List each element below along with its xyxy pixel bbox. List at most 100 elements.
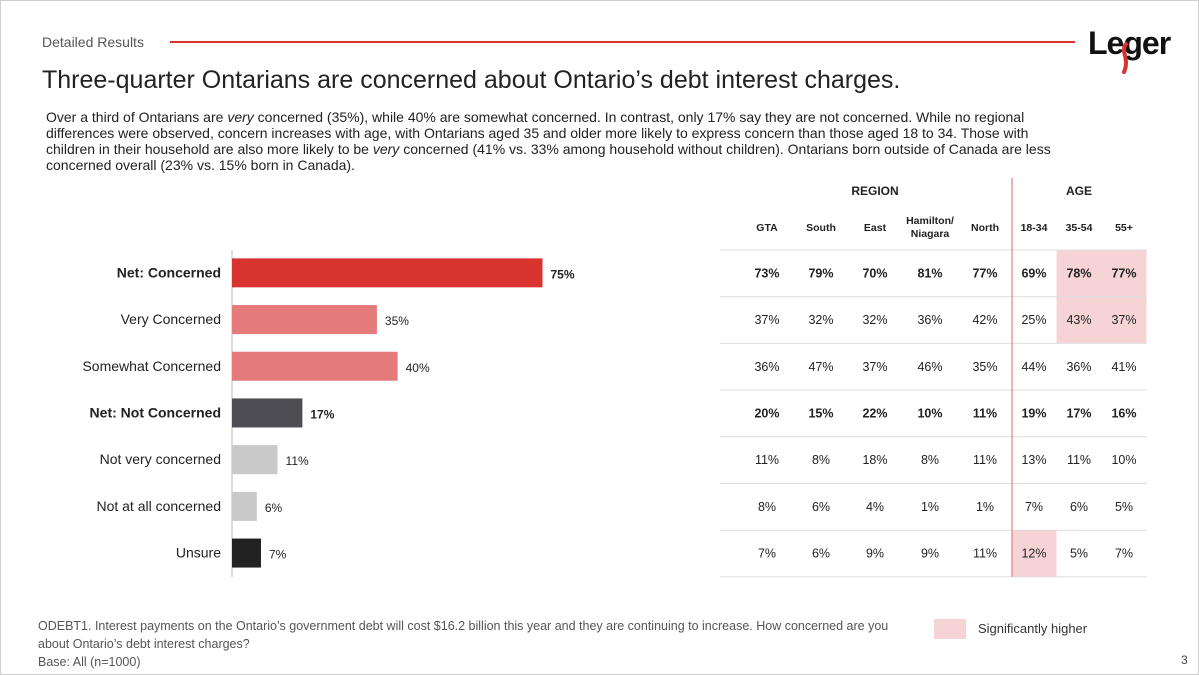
header-rule [170,41,1075,43]
sig-highlight-cell [1056,250,1102,297]
table-cell: 16% [1111,406,1136,420]
footer-notes: ODEBT1. Interest payments on the Ontario… [38,617,898,671]
category-label: Net: Concerned [117,264,221,280]
column-header-line: East [864,222,887,234]
table-cell: 41% [1111,360,1136,374]
table-cell: 25% [1021,313,1046,327]
table-cell: 1% [976,500,994,514]
table-cell: 5% [1115,500,1133,514]
bar [232,538,261,568]
column-header-line: Niagara [911,228,950,240]
table-cell: 8% [812,453,830,467]
summary-emphasis-2: very [372,141,400,157]
column-header-line: 55+ [1115,222,1133,234]
bar-value-label: 6% [265,501,283,515]
table-cell: 7% [1025,500,1043,514]
table-cell: 73% [754,266,779,280]
category-label: Unsure [176,545,221,561]
column-header-line: 18-34 [1021,222,1048,234]
question-text: ODEBT1. Interest payments on the Ontario… [38,619,889,651]
table-cell: 44% [1021,360,1046,374]
table-cell: 6% [812,500,830,514]
table-cell: 79% [808,266,833,280]
column-header: North [971,222,999,234]
table-cell: 6% [812,547,830,561]
table-cell: 47% [808,360,833,374]
bar-value-label: 35% [385,314,409,328]
column-header-line: Hamilton/ [906,215,954,227]
bar [232,398,303,428]
table-cell: 78% [1066,266,1091,280]
table-cell: 36% [917,313,942,327]
table-cell: 15% [808,406,833,420]
legend-label-significant: Significantly higher [978,621,1088,636]
base-text: Base: All (n=1000) [38,655,141,669]
table-cell: 6% [1070,500,1088,514]
table-cell: 46% [917,360,942,374]
table-cell: 42% [972,313,997,327]
table-cell: 20% [754,406,779,420]
table-cell: 36% [1066,360,1091,374]
sig-highlight-cell [1101,296,1147,344]
table-cell: 11% [973,547,997,561]
sig-highlight-cell [1101,250,1147,297]
section-label: Detailed Results [42,34,144,50]
column-header-line: 35-54 [1066,222,1093,234]
table-cell: 17% [1066,406,1091,420]
column-header-line: North [971,222,999,234]
table-cell: 5% [1070,547,1088,561]
table-cell: 37% [754,313,779,327]
table-cell: 36% [754,360,779,374]
category-label: Very Concerned [121,311,221,327]
table-cell: 9% [921,547,939,561]
category-label: Somewhat Concerned [82,358,221,374]
table-cell: 37% [1111,313,1136,327]
page-title: Three-quarter Ontarians are concerned ab… [42,66,901,94]
summary-part-3: concerned (41% vs. 33% among household w… [46,141,1051,173]
table-cell: 4% [866,500,884,514]
table-cell: 10% [1111,453,1136,467]
table-cell: 77% [972,266,997,280]
logo-swoosh [1122,42,1128,74]
bar [232,445,278,475]
bar-value-label: 75% [551,267,575,281]
category-label: Not very concerned [100,451,221,467]
table-cell: 77% [1111,266,1136,280]
table-cell: 8% [758,500,776,514]
table-cell: 35% [972,360,997,374]
table-cell: 70% [862,266,887,280]
table-cell: 12% [1021,547,1046,561]
sig-highlight-cell [1056,296,1102,344]
column-header: GTA [756,222,778,234]
region-header: REGION [851,184,898,198]
table-cell: 1% [921,500,939,514]
table-cell: 7% [758,547,776,561]
summary-emphasis-1: very [227,109,254,125]
category-label: Not at all concerned [96,498,221,514]
column-header: 18-34 [1021,222,1048,234]
table-cell: 69% [1021,266,1046,280]
column-header: 55+ [1115,222,1133,234]
bar-value-label: 7% [269,548,287,562]
bar-value-label: 11% [286,454,309,468]
column-header: Hamilton/Niagara [906,215,954,240]
bar-value-label: 40% [406,361,430,375]
column-header: East [864,222,887,234]
summary-text: Over a third of Ontarians are very conce… [46,109,1066,173]
table-cell: 11% [973,406,997,420]
table-cell: 37% [862,360,887,374]
column-header: South [806,222,836,234]
bar [232,351,398,381]
bar [232,491,257,521]
table-cell: 32% [808,313,833,327]
table-cell: 8% [921,453,939,467]
bar-value-label: 17% [310,407,334,421]
summary-part-1: Over a third of Ontarians are [46,109,228,125]
leger-logo: Leger [1088,25,1172,74]
page-number: 3 [1181,653,1188,667]
table-cell: 13% [1021,453,1046,467]
category-label: Net: Not Concerned [90,404,221,420]
table-cell: 11% [755,453,779,467]
table-cell: 32% [862,313,887,327]
bar [232,258,543,288]
